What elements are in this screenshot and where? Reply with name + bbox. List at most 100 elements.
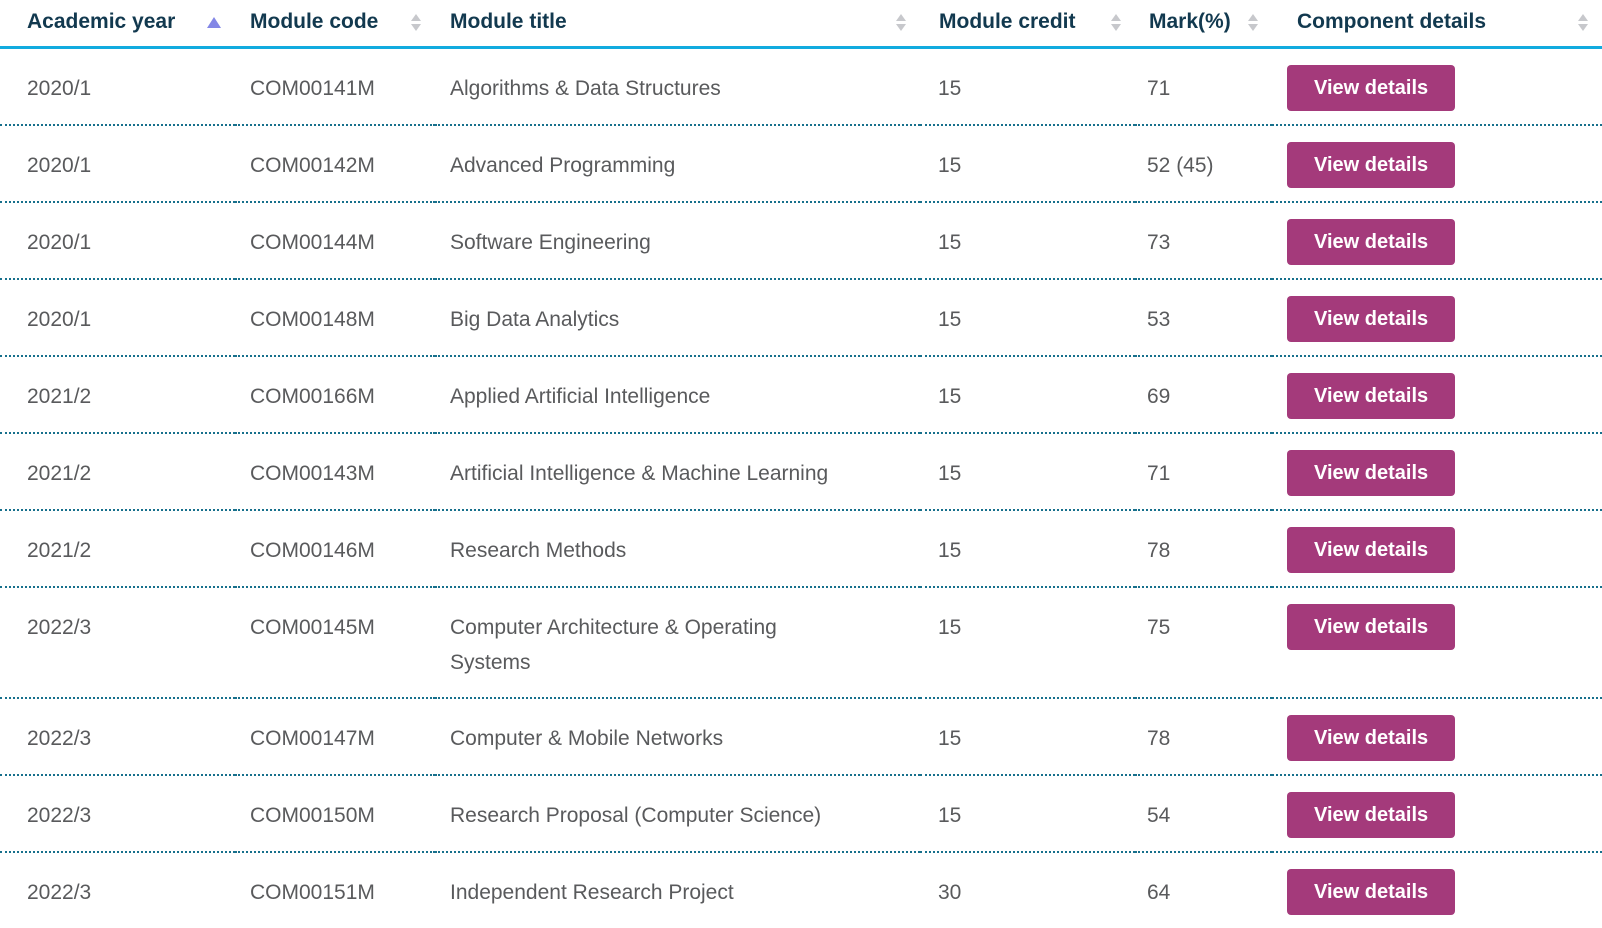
- cell-module-credit: 15: [920, 510, 1135, 588]
- cell-mark: 64: [1147, 881, 1171, 904]
- cell-academic-year: 2020/1: [0, 47, 235, 126]
- cell-module-code: COM00143M: [235, 433, 435, 511]
- view-details-button[interactable]: View details: [1287, 142, 1456, 188]
- view-details-button[interactable]: View details: [1287, 296, 1456, 342]
- cell-academic-year: 2022/3: [0, 587, 235, 699]
- view-details-button[interactable]: View details: [1287, 792, 1456, 838]
- cell-component-details: View details: [1272, 125, 1602, 203]
- cell-module-code: COM00142M: [235, 125, 435, 203]
- cell-component-details: View details: [1272, 852, 1602, 928]
- cell-academic-year: 2020/1: [0, 279, 235, 357]
- cell-mark: 53: [1135, 279, 1272, 357]
- cell-module-code: COM00145M: [235, 587, 435, 699]
- sort-both-icon: [1248, 13, 1258, 31]
- cell-academic-year: 2020/1: [0, 202, 235, 280]
- cell-module-code: COM00166M: [235, 356, 435, 434]
- table-header-row: Academic year Module code Module title: [0, 0, 1602, 49]
- column-header-label: Mark(%): [1149, 10, 1231, 33]
- column-header-module-credit[interactable]: Module credit: [920, 0, 1135, 49]
- cell-module-credit: 15: [920, 775, 1135, 853]
- cell-module-title: Artificial Intelligence & Machine Learni…: [435, 433, 920, 511]
- cell-component-details: View details: [1272, 433, 1602, 511]
- view-details-button[interactable]: View details: [1287, 373, 1456, 419]
- cell-module-title: Big Data Analytics: [435, 279, 920, 357]
- cell-module-credit: 15: [920, 587, 1135, 699]
- cell-component-details: View details: [1272, 698, 1602, 776]
- sort-both-icon: [896, 13, 906, 31]
- cell-mark: 78: [1135, 698, 1272, 776]
- cell-module-code: COM00146M: [235, 510, 435, 588]
- view-details-button[interactable]: View details: [1287, 219, 1456, 265]
- column-header-label: Module code: [250, 10, 379, 33]
- cell-module-code: COM00150M: [235, 775, 435, 853]
- table-row: 2020/1 COM00142M Advanced Programming 15…: [0, 125, 1602, 203]
- cell-module-credit: 15: [920, 125, 1135, 203]
- cell-mark: 71: [1135, 433, 1272, 511]
- cell-component-details: View details: [1272, 510, 1602, 588]
- cell-mark: 69: [1135, 356, 1272, 434]
- table-row: 2021/2 COM00143M Artificial Intelligence…: [0, 433, 1602, 511]
- cell-component-details: View details: [1272, 775, 1602, 853]
- column-header-label: Component details: [1297, 10, 1487, 33]
- cell-module-title: Computer & Mobile Networks: [435, 698, 920, 776]
- view-details-button[interactable]: View details: [1287, 604, 1456, 650]
- cell-module-title: Applied Artificial Intelligence: [435, 356, 920, 434]
- cell-mark: 71: [1135, 47, 1272, 126]
- cell-mark: 54: [1135, 775, 1272, 853]
- cell-component-details: View details: [1272, 356, 1602, 434]
- cell-mark: 75: [1135, 587, 1272, 699]
- cell-academic-year: 2022/3: [0, 775, 235, 853]
- cell-module-code: COM00148M: [235, 279, 435, 357]
- cell-academic-year: 2022/3: [27, 881, 92, 904]
- column-header-component-details[interactable]: Component details: [1272, 0, 1602, 49]
- cell-academic-year: 2022/3: [0, 698, 235, 776]
- column-header-module-code[interactable]: Module code: [235, 0, 435, 49]
- sort-both-icon: [1578, 13, 1588, 31]
- cell-module-credit: 30: [938, 881, 962, 904]
- table-row: 2020/1 COM00144M Software Engineering 15…: [0, 202, 1602, 280]
- cell-mark: 78: [1135, 510, 1272, 588]
- sort-both-icon: [411, 13, 421, 31]
- view-details-button[interactable]: View details: [1287, 869, 1456, 915]
- column-header-label: Module credit: [939, 10, 1076, 33]
- cell-module-title: Research Methods: [435, 510, 920, 588]
- column-header-module-title[interactable]: Module title: [435, 0, 920, 49]
- cell-component-details: View details: [1272, 587, 1602, 699]
- table-row: 2020/1 COM00141M Algorithms & Data Struc…: [0, 47, 1602, 126]
- cell-module-code: COM00151M: [250, 881, 375, 904]
- column-header-mark[interactable]: Mark(%): [1135, 0, 1272, 49]
- cell-module-credit: 15: [920, 47, 1135, 126]
- cell-academic-year: 2021/2: [0, 356, 235, 434]
- cell-module-credit: 15: [920, 202, 1135, 280]
- cell-mark: 73: [1135, 202, 1272, 280]
- cell-module-code: COM00141M: [235, 47, 435, 126]
- view-details-button[interactable]: View details: [1287, 450, 1456, 496]
- cell-component-details: View details: [1272, 202, 1602, 280]
- column-header-label: Module title: [450, 10, 567, 33]
- cell-academic-year: 2021/2: [0, 510, 235, 588]
- cell-module-title: Computer Architecture & Operating System…: [435, 587, 920, 699]
- table-row: 2021/2 COM00146M Research Methods 15 78 …: [0, 510, 1602, 588]
- cell-module-code: COM00147M: [235, 698, 435, 776]
- table-row: 2022/3 COM00150M Research Proposal (Comp…: [0, 775, 1602, 853]
- view-details-button[interactable]: View details: [1287, 527, 1456, 573]
- view-details-button[interactable]: View details: [1287, 715, 1456, 761]
- column-header-academic-year[interactable]: Academic year: [0, 0, 235, 49]
- table-row: 2022/3 COM00147M Computer & Mobile Netwo…: [0, 698, 1602, 776]
- cell-component-details: View details: [1272, 47, 1602, 126]
- cell-mark: 52 (45): [1135, 125, 1272, 203]
- table-row: 2022/3 COM00145M Computer Architecture &…: [0, 587, 1602, 699]
- view-details-button[interactable]: View details: [1287, 65, 1456, 111]
- cell-module-title: Independent Research Project: [450, 881, 734, 904]
- cell-module-credit: 15: [920, 356, 1135, 434]
- column-header-label: Academic year: [27, 10, 176, 33]
- cell-module-title: Advanced Programming: [435, 125, 920, 203]
- cell-module-code: COM00144M: [235, 202, 435, 280]
- cell-module-credit: 15: [920, 698, 1135, 776]
- cell-module-title: Software Engineering: [435, 202, 920, 280]
- cell-academic-year: 2021/2: [0, 433, 235, 511]
- cell-component-details: View details: [1272, 279, 1602, 357]
- table-row: 2022/3 COM00151M Independent Research Pr…: [0, 852, 1602, 928]
